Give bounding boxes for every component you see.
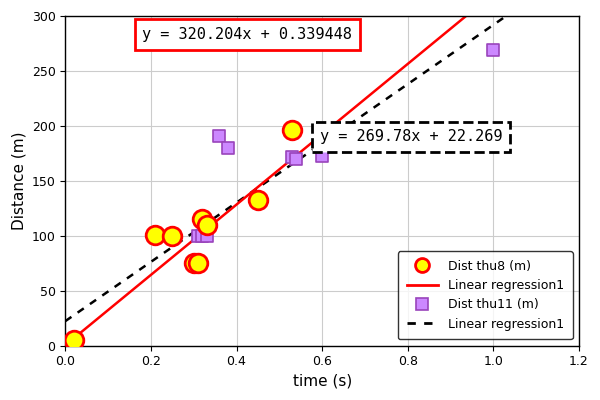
Linear regression1 — [64, 318, 71, 322]
Dist thu11 (m) — [223, 145, 233, 151]
Linear regression1 — [62, 343, 69, 348]
Dist thu11 (m) — [488, 47, 498, 53]
Linear regression1 — [368, 92, 375, 96]
Dist thu11 (m) — [193, 232, 203, 239]
Dist thu11 (m) — [215, 133, 224, 139]
Linear regression1 — [62, 319, 69, 324]
Dist thu8 (m) — [69, 337, 79, 343]
Y-axis label: Distance (m): Distance (m) — [11, 132, 26, 230]
Linear regression1 — [366, 93, 373, 98]
Dist thu8 (m) — [202, 222, 211, 228]
Linear regression1 — [527, 0, 535, 1]
Line: Linear regression1: Linear regression1 — [65, 0, 579, 345]
Dist thu11 (m) — [317, 152, 327, 159]
Dist thu8 (m) — [189, 260, 199, 266]
Linear regression1 — [368, 107, 375, 112]
Text: y = 320.204x + 0.339448: y = 320.204x + 0.339448 — [142, 27, 352, 42]
Dist thu8 (m) — [151, 232, 160, 238]
Line: Linear regression1: Linear regression1 — [65, 0, 579, 321]
Text: y = 269.78x + 22.269: y = 269.78x + 22.269 — [320, 129, 502, 144]
Dist thu11 (m) — [202, 232, 211, 239]
Linear regression1 — [494, 19, 502, 24]
Dist thu11 (m) — [292, 156, 301, 162]
Dist thu8 (m) — [197, 216, 207, 222]
X-axis label: time (s): time (s) — [293, 374, 352, 389]
Legend: Dist thu8 (m), Linear regression1, Dist thu11 (m), Linear regression1: Dist thu8 (m), Linear regression1, Dist … — [398, 251, 573, 339]
Dist thu8 (m) — [287, 127, 297, 134]
Linear regression1 — [376, 84, 383, 89]
Dist thu8 (m) — [167, 232, 177, 239]
Dist thu11 (m) — [69, 337, 79, 343]
Dist thu8 (m) — [193, 260, 203, 266]
Linear regression1 — [64, 342, 71, 346]
Dist thu11 (m) — [287, 154, 297, 160]
Linear regression1 — [366, 108, 373, 113]
Dist thu8 (m) — [253, 196, 263, 203]
Dist thu11 (m) — [197, 232, 207, 239]
Linear regression1 — [376, 101, 383, 106]
